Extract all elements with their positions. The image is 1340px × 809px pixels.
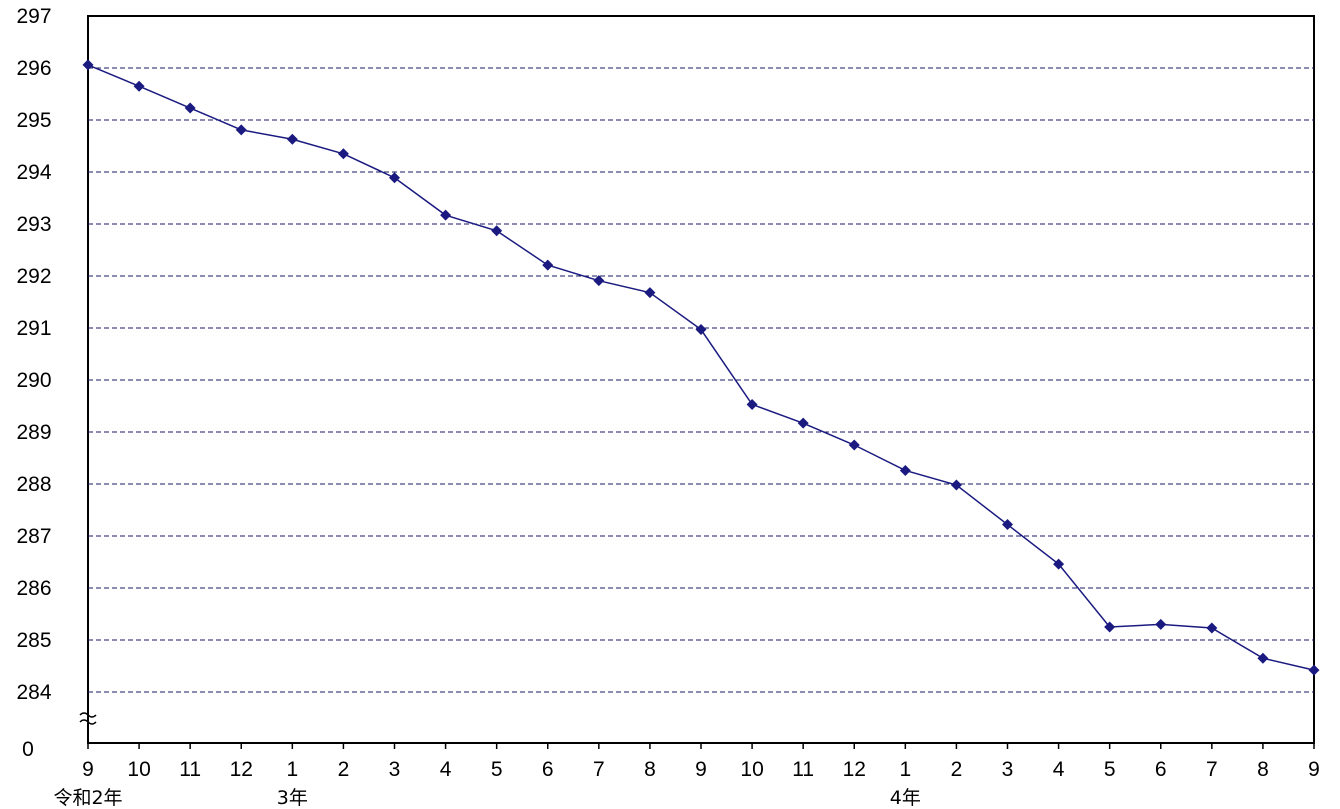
x-tick-label: 11 — [792, 758, 814, 781]
x-tick-label: 3 — [389, 758, 401, 781]
x-tick-label: 6 — [542, 758, 554, 781]
data-point — [82, 59, 94, 71]
data-point — [593, 275, 605, 287]
x-tick-label: 11 — [179, 758, 201, 781]
x-tick-label: 1 — [899, 758, 911, 781]
data-point — [644, 287, 656, 299]
data-point — [235, 124, 247, 136]
x-tick-label: 9 — [82, 758, 94, 781]
x-tick-labels: 9 10 11 12 1 2 3 4 5 6 7 8 9 10 11 12 1 2 3 4 5 6 7 8 9 — [82, 743, 1320, 781]
y-tick-label: 290 — [16, 369, 51, 392]
data-point — [695, 324, 707, 336]
x-tick-label: 10 — [740, 758, 763, 781]
x-tick-label: 9 — [1308, 758, 1320, 781]
x-tick-label: 12 — [230, 758, 253, 781]
data-point — [1104, 621, 1116, 633]
data-point — [746, 398, 758, 410]
y-tick-label: 285 — [16, 629, 51, 652]
y-tick-label: 297 — [16, 5, 51, 28]
y-tick-label: 291 — [16, 317, 51, 340]
y-tick-label: 292 — [16, 265, 51, 288]
x-tick-label: 1 — [286, 758, 298, 781]
data-point — [337, 148, 349, 160]
x-tick-label: 9 — [695, 758, 707, 781]
data-point — [1257, 652, 1269, 664]
y-tick-label: 296 — [16, 57, 51, 80]
year-label: 4年 — [890, 787, 921, 809]
data-point — [797, 417, 809, 429]
x-tick-label: 8 — [1257, 758, 1269, 781]
x-tick-label: 7 — [593, 758, 605, 781]
data-point — [389, 172, 400, 184]
data-point — [440, 209, 452, 221]
x-tick-label: 12 — [843, 758, 866, 781]
data-point — [286, 133, 298, 145]
y-tick-label: 288 — [16, 473, 51, 496]
data-point — [1206, 622, 1218, 634]
x-tick-label: 2 — [951, 758, 963, 781]
x-tick-label: 8 — [644, 758, 656, 781]
x-tick-label: 5 — [1104, 758, 1116, 781]
x-tick-label: 7 — [1206, 758, 1218, 781]
y-tick-label: 295 — [16, 109, 51, 132]
year-labels: 令和2年 3年 4年 — [53, 787, 920, 809]
y-tick-label: 286 — [16, 577, 51, 600]
y-tick-label: 293 — [16, 213, 51, 236]
series-group — [82, 59, 1320, 676]
x-tick-label: 5 — [491, 758, 503, 781]
data-point — [133, 80, 145, 92]
y-origin-label: 0 — [22, 738, 34, 761]
data-point — [899, 464, 911, 476]
data-point — [542, 259, 554, 271]
data-point — [1002, 519, 1013, 531]
x-tick-label: 2 — [338, 758, 350, 781]
year-label: 令和2年 — [53, 787, 122, 809]
y-tick-label: 289 — [16, 421, 51, 444]
x-tick-label: 6 — [1155, 758, 1167, 781]
y-tick-label: 284 — [16, 681, 51, 704]
y-tick-label: 287 — [16, 525, 51, 548]
data-point — [1308, 664, 1320, 676]
data-point — [950, 479, 962, 491]
axis-break-icon — [79, 712, 97, 725]
x-tick-label: 4 — [1053, 758, 1065, 781]
y-tick-labels: 297 296 295 294 293 292 291 290 289 288 287 286 285 2… — [16, 5, 51, 704]
y-tick-label: 294 — [16, 161, 51, 184]
x-tick-label: 10 — [127, 758, 150, 781]
data-point — [1155, 618, 1167, 630]
data-point — [491, 225, 503, 237]
grid-lines — [88, 67, 1314, 693]
x-tick-label: 4 — [440, 758, 452, 781]
x-tick-label: 3 — [1002, 758, 1014, 781]
data-point — [1053, 558, 1065, 570]
data-point — [848, 439, 860, 451]
data-point — [184, 102, 196, 114]
year-label: 3年 — [277, 787, 308, 809]
